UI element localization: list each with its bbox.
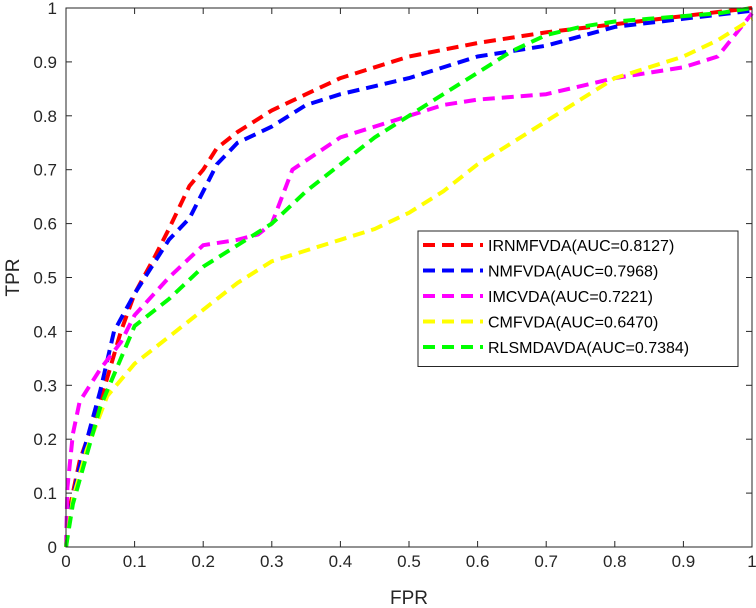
y-tick-label: 0.6	[33, 215, 57, 234]
ticks-layer: 0 0.1 0.2 0.3 0.4 0.5 0.6 0.7 0.8 0.9 1 0 0.1 0.2 0.3 0…	[33, 0, 756, 571]
legend-box	[417, 230, 739, 367]
x-tick-label: 0.5	[397, 552, 421, 571]
x-tick-label: 0.3	[260, 552, 284, 571]
x-tick-label: 0	[61, 552, 70, 571]
y-tick-label: 0.3	[33, 376, 57, 395]
y-tick-label: 1	[48, 0, 57, 18]
series-line-1	[64, 8, 753, 548]
y-tick-label: 0.2	[33, 430, 57, 449]
series-line-0	[64, 6, 753, 548]
x-tick-label: 0.4	[329, 552, 353, 571]
series-layer	[64, 6, 754, 548]
series-line-2	[64, 12, 754, 548]
x-tick-label: 1	[747, 552, 756, 571]
y-tick-label: 0.5	[33, 269, 57, 288]
x-axis-label: FPR	[390, 588, 428, 608]
x-tick-label: 0.7	[534, 552, 558, 571]
legend-label-0: IRNMFVDA(AUC=0.8127)	[488, 238, 674, 255]
series-line-4	[64, 6, 753, 548]
legend-label-2: IMCVDA(AUC=0.7221)	[488, 289, 653, 306]
x-tick-label: 0.9	[672, 552, 696, 571]
legend-label-3: CMFVDA(AUC=0.6470)	[488, 315, 658, 332]
y-tick-label: 0.8	[33, 107, 57, 126]
legend-label-1: NMFVDA(AUC=0.7968)	[488, 264, 658, 281]
y-tick-label: 0.9	[33, 53, 57, 72]
x-tick-label: 0.1	[123, 552, 147, 571]
y-tick-label: 0.1	[33, 484, 57, 503]
x-tick-label: 0.2	[191, 552, 215, 571]
y-tick-label: 0	[48, 538, 57, 557]
series-line-3	[64, 17, 754, 548]
x-tick-label: 0.8	[603, 552, 627, 571]
legend: IRNMFVDA(AUC=0.8127) NMFVDA(AUC=0.7968) IM…	[417, 230, 739, 367]
legend-label-4: RLSMDAVDA(AUC=0.7384)	[488, 340, 689, 357]
x-tick-label: 0.6	[466, 552, 490, 571]
y-tick-label: 0.7	[33, 161, 57, 180]
y-tick-label: 0.4	[33, 322, 57, 341]
y-axis-label: TPR	[3, 259, 24, 297]
